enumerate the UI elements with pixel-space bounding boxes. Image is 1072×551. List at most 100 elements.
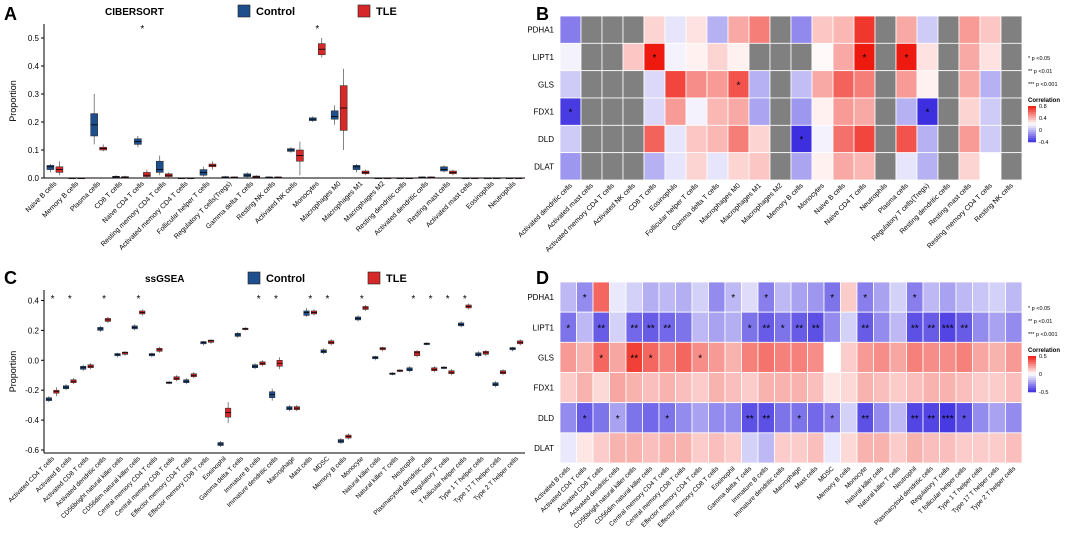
heat-cell: [840, 311, 858, 343]
heat-cell: [972, 341, 990, 373]
heat-cell: [840, 432, 858, 464]
heat-cell: [939, 281, 957, 313]
heat-cell: [906, 372, 924, 404]
panel-label-c: C: [4, 268, 17, 288]
heat-star: *: [797, 414, 801, 425]
box-control: [440, 166, 448, 172]
colorbar-segment: [1028, 106, 1036, 109]
heat-cell: [811, 70, 834, 99]
row-label-dld: DLD: [538, 414, 554, 423]
colorbar-segment: [1028, 114, 1036, 117]
heat-star: **: [861, 414, 869, 425]
heat-star: *: [905, 53, 909, 64]
heat-star: *: [913, 293, 917, 304]
heat-cell: [708, 281, 726, 313]
row-label-dlat: DLAT: [534, 444, 554, 453]
colorbar-segment: [1028, 132, 1036, 135]
heat-cell: [922, 341, 940, 373]
row-label-dld: DLD: [538, 135, 554, 144]
heat-cell: [939, 372, 957, 404]
heat-star: **: [812, 323, 820, 334]
heat-star: **: [911, 414, 919, 425]
colorbar-tick-label: 0.4: [1039, 116, 1047, 122]
heat-cell: [592, 281, 610, 313]
heat-cell: [895, 70, 918, 99]
heat-cell: [1000, 42, 1023, 72]
colorbar-segment: [1028, 368, 1036, 371]
colorbar-segment: [1028, 136, 1036, 139]
colorbar-segment: [1028, 378, 1036, 381]
heat-cell: [958, 97, 981, 126]
heat-cell: [642, 432, 660, 464]
heat-cell: [559, 42, 582, 72]
colorbar-segment: [1028, 118, 1036, 121]
heat-cell: [955, 341, 973, 373]
heat-cell: [748, 15, 771, 44]
heat-cell: [790, 341, 808, 373]
colorbar-segment: [1028, 140, 1036, 143]
heat-star: *: [616, 414, 620, 425]
heat-cell: [874, 124, 897, 154]
heat-cell: [1000, 124, 1023, 154]
heat-cell: [939, 341, 957, 373]
heat-cell: [642, 281, 660, 313]
heat-star: **: [762, 323, 770, 334]
heat-cell: [724, 402, 742, 434]
y-axis-title: Proportion: [8, 80, 18, 122]
heat-cell: [889, 432, 907, 464]
colorbar-segment: [1028, 376, 1036, 379]
heat-star: *: [649, 353, 653, 364]
heat-cell: [625, 372, 643, 404]
heat-cell: [873, 341, 891, 373]
heat-cell: [988, 341, 1006, 373]
x-tick-label: Macrophages M1: [321, 180, 364, 223]
row-label-lipt1: LIPT1: [533, 323, 555, 332]
heat-cell: [853, 15, 876, 44]
heat-star: **: [597, 323, 605, 334]
heat-cell: [757, 341, 775, 373]
heat-cell: [658, 372, 676, 404]
heat-cell: [727, 124, 750, 154]
heat-cell: [840, 372, 858, 404]
heat-cell: [741, 281, 759, 313]
box-tle: [143, 172, 151, 177]
heat-cell: [625, 281, 643, 313]
heat-cell: [889, 341, 907, 373]
colorbar-tick-label: 0: [1039, 372, 1042, 378]
heat-cell: [979, 42, 1002, 72]
heat-cell: [664, 152, 687, 181]
heat-cell: [916, 15, 939, 44]
heat-cell: [748, 42, 771, 72]
heat-cell: [708, 311, 726, 343]
box-control: [303, 310, 310, 316]
heat-star: **: [927, 323, 935, 334]
heat-cell: [853, 152, 876, 181]
row-label-gls: GLS: [538, 80, 554, 89]
heat-cell: [922, 372, 940, 404]
heat-cell: [592, 372, 610, 404]
colorbar-tick-label: -0.4: [1039, 140, 1048, 146]
heat-cell: [979, 152, 1002, 181]
box-control: [156, 160, 164, 173]
heat-cell: [559, 372, 577, 404]
heat-cell: [769, 70, 792, 99]
heat-cell: [706, 97, 729, 126]
heat-cell: [1000, 70, 1023, 99]
row-label-lipt1: LIPT1: [533, 53, 555, 62]
heat-cell: [609, 432, 627, 464]
heat-cell: [769, 97, 792, 126]
heat-cell: [895, 15, 918, 44]
heat-cell: [811, 97, 834, 126]
colorbar-segment: [1028, 380, 1036, 383]
heat-cell: [840, 402, 858, 434]
heat-cell: [625, 432, 643, 464]
heat-cell: [823, 432, 841, 464]
heat-cell: [937, 15, 960, 44]
chart-title: ssGSEA: [145, 274, 184, 285]
significance-star: *: [411, 294, 415, 305]
y-tick-label: 0.4: [28, 296, 40, 305]
heat-cell: [622, 97, 645, 126]
colorbar-segment: [1028, 374, 1036, 377]
heat-cell: [664, 97, 687, 126]
colorbar-segment: [1028, 138, 1036, 141]
